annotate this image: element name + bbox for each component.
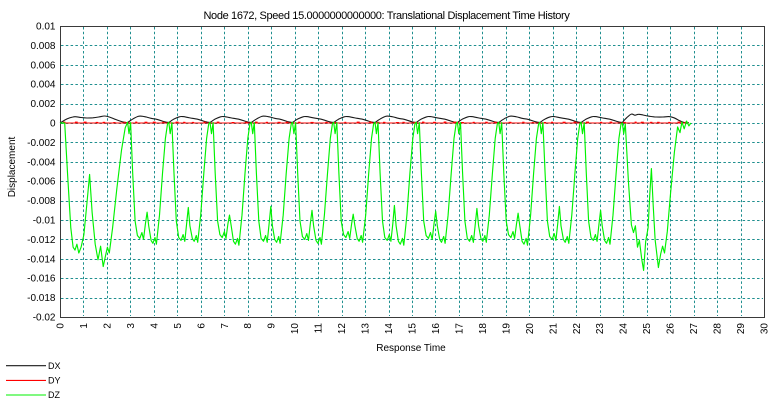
svg-text:0.008: 0.008 <box>30 41 55 52</box>
svg-text:10: 10 <box>290 323 301 335</box>
svg-text:19: 19 <box>501 323 512 335</box>
svg-text:5: 5 <box>173 323 184 329</box>
svg-text:DY: DY <box>48 376 61 386</box>
svg-text:-0.014: -0.014 <box>27 254 56 265</box>
svg-text:Response Time: Response Time <box>376 343 446 354</box>
svg-text:-0.01: -0.01 <box>33 216 56 227</box>
svg-text:29: 29 <box>736 323 747 335</box>
svg-text:23: 23 <box>595 323 606 335</box>
svg-text:11: 11 <box>314 323 325 334</box>
svg-text:17: 17 <box>454 323 465 335</box>
svg-text:14: 14 <box>384 323 395 335</box>
svg-text:DZ: DZ <box>48 390 60 400</box>
svg-text:4: 4 <box>149 323 160 329</box>
svg-text:15: 15 <box>408 323 419 335</box>
svg-text:30: 30 <box>760 323 771 335</box>
svg-text:18: 18 <box>478 323 489 335</box>
svg-text:8: 8 <box>243 323 254 329</box>
svg-text:21: 21 <box>548 323 559 335</box>
svg-text:0.004: 0.004 <box>30 80 55 91</box>
svg-text:-0.006: -0.006 <box>27 177 56 188</box>
svg-text:7: 7 <box>220 323 231 329</box>
svg-text:-0.008: -0.008 <box>27 196 56 207</box>
svg-text:22: 22 <box>572 323 583 335</box>
svg-text:13: 13 <box>361 323 372 335</box>
svg-text:27: 27 <box>689 323 700 335</box>
svg-text:28: 28 <box>713 323 724 335</box>
svg-text:0.01: 0.01 <box>36 22 56 33</box>
svg-text:-0.02: -0.02 <box>33 313 56 324</box>
svg-text:Node 1672, Speed 15.0000000000: Node 1672, Speed 15.0000000000000: Trans… <box>203 10 570 22</box>
svg-text:24: 24 <box>619 323 630 335</box>
svg-text:-0.012: -0.012 <box>27 235 56 246</box>
svg-text:0: 0 <box>50 119 56 130</box>
svg-text:-0.004: -0.004 <box>27 157 56 168</box>
svg-text:0: 0 <box>56 323 67 329</box>
svg-text:9: 9 <box>267 323 278 329</box>
svg-text:6: 6 <box>196 323 207 329</box>
svg-text:16: 16 <box>431 323 442 335</box>
svg-text:0.002: 0.002 <box>30 99 55 110</box>
svg-text:20: 20 <box>525 323 536 335</box>
svg-text:26: 26 <box>666 323 677 335</box>
svg-text:Displacement: Displacement <box>7 136 18 197</box>
svg-text:2: 2 <box>102 323 113 329</box>
svg-text:-0.002: -0.002 <box>27 138 56 149</box>
svg-text:3: 3 <box>126 323 137 329</box>
svg-text:25: 25 <box>642 323 653 335</box>
svg-text:0.006: 0.006 <box>30 60 55 71</box>
svg-text:-0.018: -0.018 <box>27 293 56 304</box>
svg-text:1: 1 <box>79 323 90 329</box>
svg-text:-0.016: -0.016 <box>27 274 56 285</box>
svg-text:12: 12 <box>337 323 348 335</box>
svg-text:DX: DX <box>48 361 61 371</box>
